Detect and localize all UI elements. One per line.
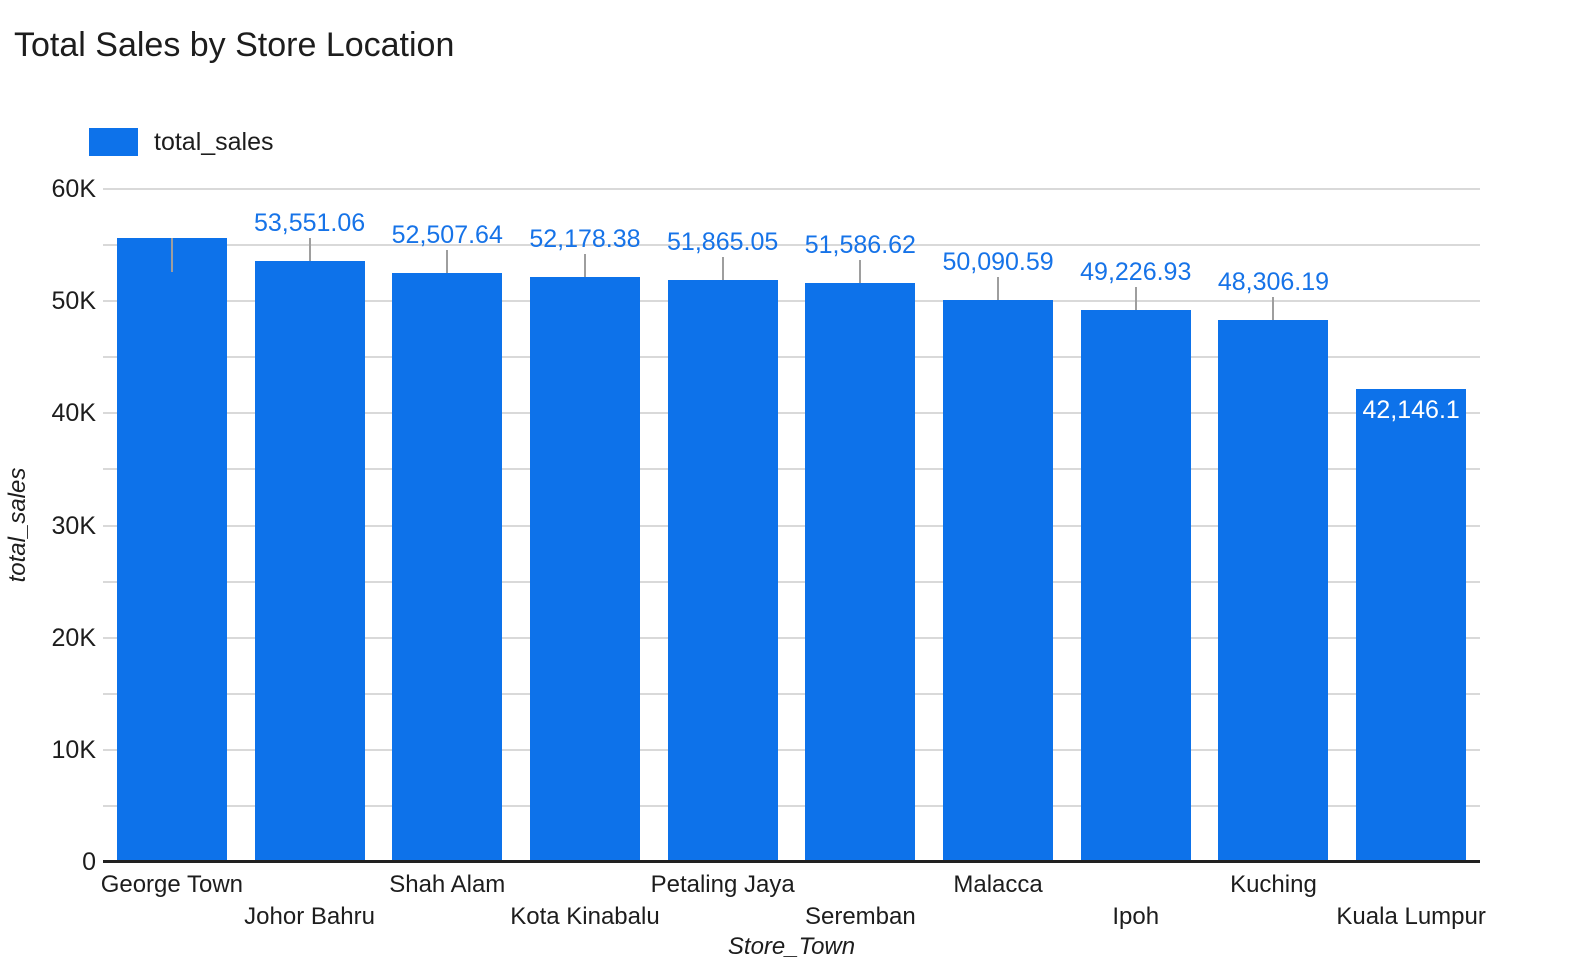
y-tick-label-0: 0 xyxy=(82,848,96,876)
y-tick-label-30K: 30K xyxy=(51,511,96,540)
plot-area: George Town 53,551.06 Johor Bahru 52,507.64… xyxy=(101,188,1486,930)
leader-line-malacca xyxy=(997,277,1000,301)
category-label-shah-alam: Shah Alam xyxy=(389,871,506,898)
y-tick-label-10K: 10K xyxy=(51,735,96,764)
y-tick-label-40K: 40K xyxy=(51,399,96,428)
bar-petaling-jaya[interactable] xyxy=(667,280,778,862)
gridline-45000 xyxy=(103,356,1480,359)
leader-line-kuching xyxy=(1272,297,1275,321)
chart-title: Total Sales by Store Location xyxy=(14,26,455,64)
leader-line-ipoh xyxy=(1134,286,1137,310)
value-label-ipoh: 49,226.93 xyxy=(1080,257,1192,286)
gridline-15000 xyxy=(103,692,1480,695)
bar-kota-kinabalu[interactable] xyxy=(529,276,640,862)
gridline-40000 xyxy=(103,412,1480,415)
category-label-george-town: George Town xyxy=(100,871,243,898)
y-tick-label-20K: 20K xyxy=(51,623,96,652)
category-label-kuala-lumpur: Kuala Lumpur xyxy=(1336,903,1486,930)
category-label-petaling-jaya: Petaling Jaya xyxy=(650,871,795,898)
category-label-seremban: Seremban xyxy=(804,903,916,930)
category-label-malacca: Malacca xyxy=(953,871,1043,898)
y-tick-label-50K: 50K xyxy=(51,287,96,316)
bar-ipoh[interactable] xyxy=(1080,309,1191,862)
bar-kuching[interactable] xyxy=(1218,320,1329,862)
bar-johor-bahru[interactable] xyxy=(254,261,365,862)
bar-malacca[interactable] xyxy=(943,300,1054,862)
legend[interactable]: total_sales xyxy=(89,127,274,157)
bar-george-town[interactable] xyxy=(116,238,227,862)
gridline-20000 xyxy=(103,636,1480,639)
value-label-shah-alam: 52,507.64 xyxy=(391,221,503,250)
category-label-kota-kinabalu: Kota Kinabalu xyxy=(510,903,660,930)
gridline-60000 xyxy=(103,188,1480,190)
legend-swatch xyxy=(89,128,138,156)
bar-kuala-lumpur[interactable] xyxy=(1356,389,1467,862)
leader-line-kota-kinabalu xyxy=(583,253,586,277)
bar-shah-alam[interactable] xyxy=(392,273,503,862)
value-label-kuala-lumpur: 42,146.1 xyxy=(1362,396,1460,425)
leader-line-petaling-jaya xyxy=(721,257,724,281)
category-label-ipoh: Ipoh xyxy=(1112,903,1160,930)
leader-line-johor-bahru xyxy=(308,238,311,262)
value-label-kuching: 48,306.19 xyxy=(1217,268,1330,297)
leader-line-seremban xyxy=(859,260,862,284)
gridline-35000 xyxy=(103,468,1480,471)
gridline-25000 xyxy=(103,580,1480,583)
category-label-johor-bahru: Johor Bahru xyxy=(244,903,375,930)
gridline-5000 xyxy=(103,804,1480,807)
gridline-50000 xyxy=(103,300,1480,303)
bar-seremban[interactable] xyxy=(805,283,916,862)
value-label-malacca: 50,090.59 xyxy=(942,248,1054,277)
gridline-10000 xyxy=(103,748,1480,751)
leader-line-george-town xyxy=(170,238,173,273)
value-label-petaling-jaya: 51,865.05 xyxy=(667,228,779,257)
value-label-johor-bahru: 53,551.06 xyxy=(253,209,366,238)
y-tick-label-60K: 60K xyxy=(51,175,96,203)
x-axis-title: Store_Town xyxy=(727,933,856,960)
value-label-kota-kinabalu: 52,178.38 xyxy=(529,224,641,253)
category-label-kuching: Kuching xyxy=(1230,871,1317,898)
gridline-55000 xyxy=(103,244,1480,247)
legend-label: total_sales xyxy=(154,127,274,156)
gridline-30000 xyxy=(103,524,1480,527)
leader-line-shah-alam xyxy=(446,250,449,274)
value-label-seremban: 51,586.62 xyxy=(804,231,916,260)
x-axis-line xyxy=(103,860,1480,863)
